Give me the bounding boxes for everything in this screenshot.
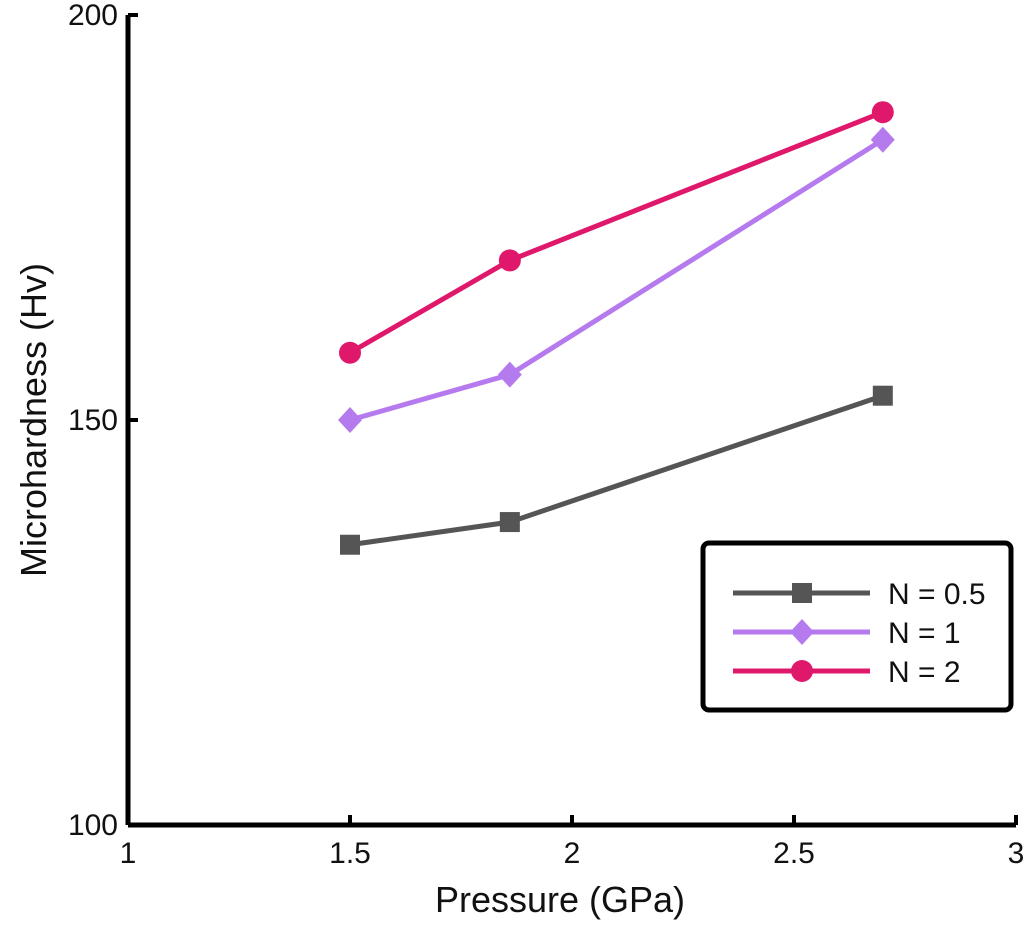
data-point: [497, 361, 522, 388]
data-point: [499, 512, 520, 533]
data-point: [870, 126, 895, 153]
x-axis-label: Pressure (GPa): [435, 879, 685, 920]
series-0: [340, 385, 893, 555]
plot-area: [338, 101, 895, 555]
x-tick-label: 1: [120, 837, 137, 870]
y-axis-label: Microhardness (Hv): [13, 263, 54, 577]
series-1: [338, 126, 895, 433]
x-tick-label: 3: [1008, 837, 1024, 870]
legend-marker: [792, 583, 812, 603]
x-tick-label: 2.5: [773, 837, 815, 870]
legend-label: N = 1: [888, 617, 961, 650]
legend-label: N = 0.5: [888, 578, 986, 611]
legend-marker: [791, 660, 813, 682]
tick-labels: 1 1.5 2 2.5 3 100 150 200: [68, 0, 1024, 870]
legend: N = 0.5 N = 1 N = 2: [700, 540, 1014, 713]
data-point: [338, 407, 362, 433]
data-point: [339, 341, 361, 364]
x-tick-label: 1.5: [329, 837, 371, 870]
legend-item: N = 2: [733, 656, 961, 689]
legend-label: N = 2: [888, 656, 961, 689]
series-2: [339, 101, 894, 364]
data-point: [498, 249, 521, 272]
series-line: [349, 137, 885, 423]
x-tick-label: 2: [564, 837, 581, 870]
data-point: [872, 385, 893, 406]
y-tick-label: 100: [68, 809, 118, 842]
y-tick-label: 150: [68, 404, 118, 437]
data-point: [340, 534, 360, 555]
series-line: [348, 109, 884, 355]
data-point: [871, 101, 894, 124]
legend-item: N = 1: [733, 617, 961, 650]
legend-marker: [790, 619, 814, 645]
legend-box: [700, 540, 1014, 713]
series-line: [349, 393, 884, 548]
axes: [125, 13, 1018, 828]
legend-item: N = 0.5: [733, 578, 986, 611]
y-tick-label: 200: [68, 0, 118, 32]
